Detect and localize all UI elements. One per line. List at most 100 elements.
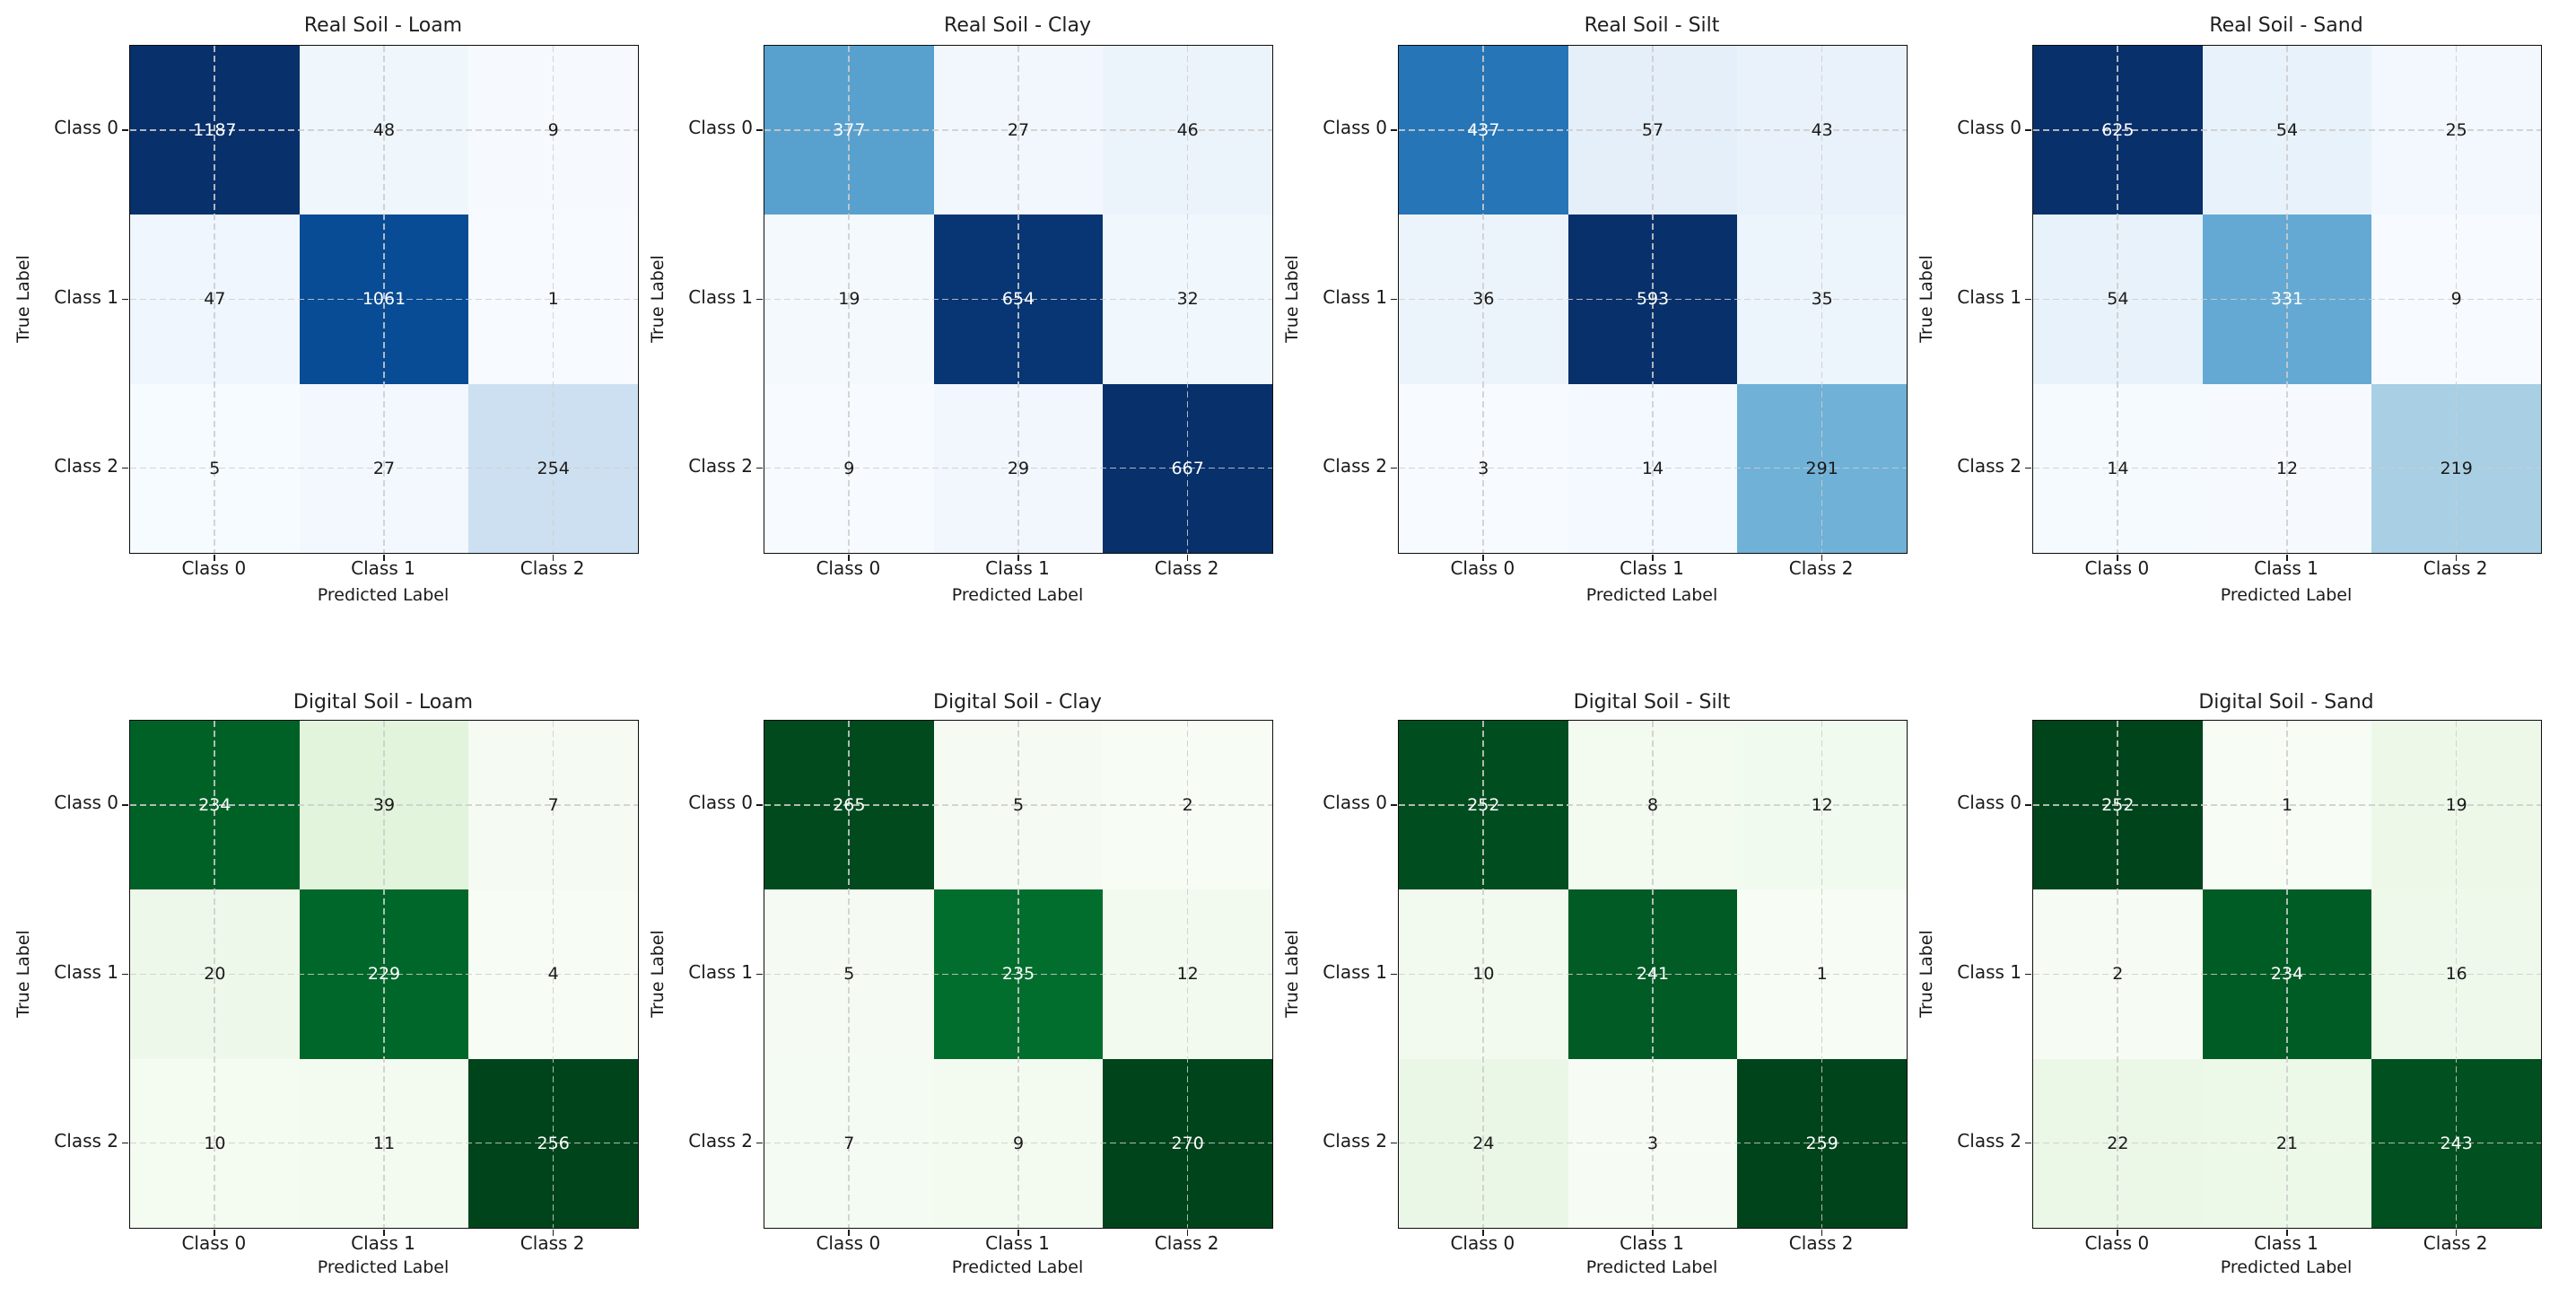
cell-value: 16 xyxy=(2445,964,2467,985)
x-tick-label: Class 1 xyxy=(351,1232,415,1254)
cell-value: 54 xyxy=(2107,289,2129,310)
cell-value: 667 xyxy=(1171,458,1204,478)
cell-value: 331 xyxy=(2270,289,2304,310)
cell-value: 654 xyxy=(1001,289,1035,310)
gridline-vertical xyxy=(1821,46,1823,553)
x-axis-label: Predicted Label xyxy=(1585,1257,1718,1277)
x-tick-label: Class 1 xyxy=(1620,557,1684,579)
cell-value: 27 xyxy=(1007,120,1030,141)
cell-value: 9 xyxy=(2450,289,2462,310)
y-tick-label: Class 1 xyxy=(1957,960,2022,983)
cell-value: 1061 xyxy=(362,289,406,310)
cell-value: 12 xyxy=(1176,964,1199,985)
x-tick-mark xyxy=(552,555,554,561)
cell-value: 5 xyxy=(1012,795,1025,816)
cell-value: 234 xyxy=(2270,964,2304,985)
x-tick-label: Class 1 xyxy=(985,557,1050,579)
cell-value: 25 xyxy=(2445,120,2467,141)
heatmap-plot: 437 57 43 36 593 35 3 14 291 xyxy=(1391,45,1908,561)
cell-value: 5 xyxy=(209,458,221,478)
y-tick-mark xyxy=(1391,129,1397,131)
cell-value: 35 xyxy=(1811,289,1833,310)
cell-value: 22 xyxy=(2107,1133,2129,1153)
x-tick-label: Class 2 xyxy=(520,1232,585,1254)
cell-value: 241 xyxy=(1636,964,1670,985)
cell-value: 1187 xyxy=(193,120,237,141)
cell-value: 3 xyxy=(1478,458,1489,478)
cell-value: 256 xyxy=(537,1133,570,1153)
heatmap-plot: 234 39 7 20 229 4 10 11 256 xyxy=(122,720,639,1236)
y-tick-mark xyxy=(122,1142,128,1144)
y-tick-label: Class 0 xyxy=(54,117,118,139)
cell-value: 5 xyxy=(843,964,855,985)
cell-value: 54 xyxy=(2275,120,2299,141)
y-tick-label: Class 1 xyxy=(688,960,753,983)
x-tick-mark xyxy=(383,1230,385,1236)
cell-value: 10 xyxy=(1472,964,1495,985)
gridline-horizontal xyxy=(2033,467,2541,469)
y-tick-label: Class 2 xyxy=(54,454,118,477)
cell-value: 235 xyxy=(1001,964,1035,985)
x-tick-label: Class 0 xyxy=(181,557,247,579)
x-tick-label: Class 0 xyxy=(1450,1232,1515,1254)
cell-value: 377 xyxy=(833,120,866,141)
cell-value: 11 xyxy=(372,1133,396,1153)
x-tick-label: Class 2 xyxy=(2423,557,2488,579)
y-axis-label-text: True Label xyxy=(648,254,668,343)
x-tick-label: Class 1 xyxy=(2254,557,2318,579)
cell-value: 48 xyxy=(372,120,396,141)
y-axis-label: True Label xyxy=(646,720,669,1227)
cell-value: 9 xyxy=(843,458,855,478)
y-axis-label: True Label xyxy=(646,45,669,552)
gridline-horizontal xyxy=(2033,1142,2541,1144)
gridline-horizontal xyxy=(1399,1142,1907,1144)
gridline-vertical xyxy=(1652,46,1654,553)
x-tick-label: Class 0 xyxy=(181,1232,247,1254)
cell-value: 19 xyxy=(838,289,860,310)
y-tick-label: Class 0 xyxy=(1957,117,2022,139)
x-tick-mark xyxy=(848,1230,850,1236)
x-axis-label: Predicted Label xyxy=(2220,1257,2353,1277)
cell-value: 8 xyxy=(1646,795,1659,816)
y-tick-label: Class 1 xyxy=(1323,960,1387,983)
subplot-title: Digital Soil - Loam xyxy=(293,691,474,714)
x-tick-mark xyxy=(1821,555,1823,561)
y-tick-label: Class 1 xyxy=(54,960,118,983)
heatmap-plot: 377 27 46 19 654 32 9 29 667 xyxy=(756,45,1273,561)
cell-value: 20 xyxy=(204,964,226,985)
x-tick-mark xyxy=(214,1230,215,1236)
cell-value: 1 xyxy=(547,289,559,310)
cell-value: 291 xyxy=(1805,458,1838,478)
y-tick-mark xyxy=(2025,129,2031,131)
subplot-title: Digital Soil - Sand xyxy=(2198,691,2374,714)
subplot-title: Real Soil - Silt xyxy=(1584,14,1720,37)
subplot-title: Digital Soil - Silt xyxy=(1573,691,1731,714)
subplot-title: Real Soil - Loam xyxy=(303,14,463,37)
y-axis-label: True Label xyxy=(12,720,35,1227)
cell-value: 43 xyxy=(1811,120,1833,141)
cell-value: 47 xyxy=(204,289,226,310)
x-tick-label: Class 2 xyxy=(1788,1232,1854,1254)
cell-value: 593 xyxy=(1636,289,1670,310)
y-tick-mark xyxy=(122,973,128,976)
y-tick-label: Class 2 xyxy=(1323,1129,1387,1152)
y-tick-mark xyxy=(1391,1142,1397,1144)
gridline-horizontal xyxy=(764,467,1272,469)
y-tick-mark xyxy=(756,129,763,131)
cell-value: 12 xyxy=(1811,795,1833,816)
x-tick-mark xyxy=(1482,555,1484,561)
cell-value: 229 xyxy=(367,964,401,985)
x-tick-mark xyxy=(1652,555,1654,561)
y-tick-mark xyxy=(756,298,763,301)
subplot-title: Real Soil - Clay xyxy=(944,14,1091,37)
cell-value: 21 xyxy=(2275,1133,2299,1153)
x-tick-mark xyxy=(1017,555,1019,561)
gridline-vertical xyxy=(1017,46,1019,553)
heatmap-plot: 252 1 19 2 234 16 22 21 243 xyxy=(2025,720,2542,1236)
x-tick-mark xyxy=(1652,1230,1654,1236)
y-axis-label-text: True Label xyxy=(13,929,33,1018)
y-axis-label: True Label xyxy=(1280,45,1304,552)
y-tick-mark xyxy=(756,1142,763,1144)
y-tick-label: Class 2 xyxy=(54,1129,118,1152)
